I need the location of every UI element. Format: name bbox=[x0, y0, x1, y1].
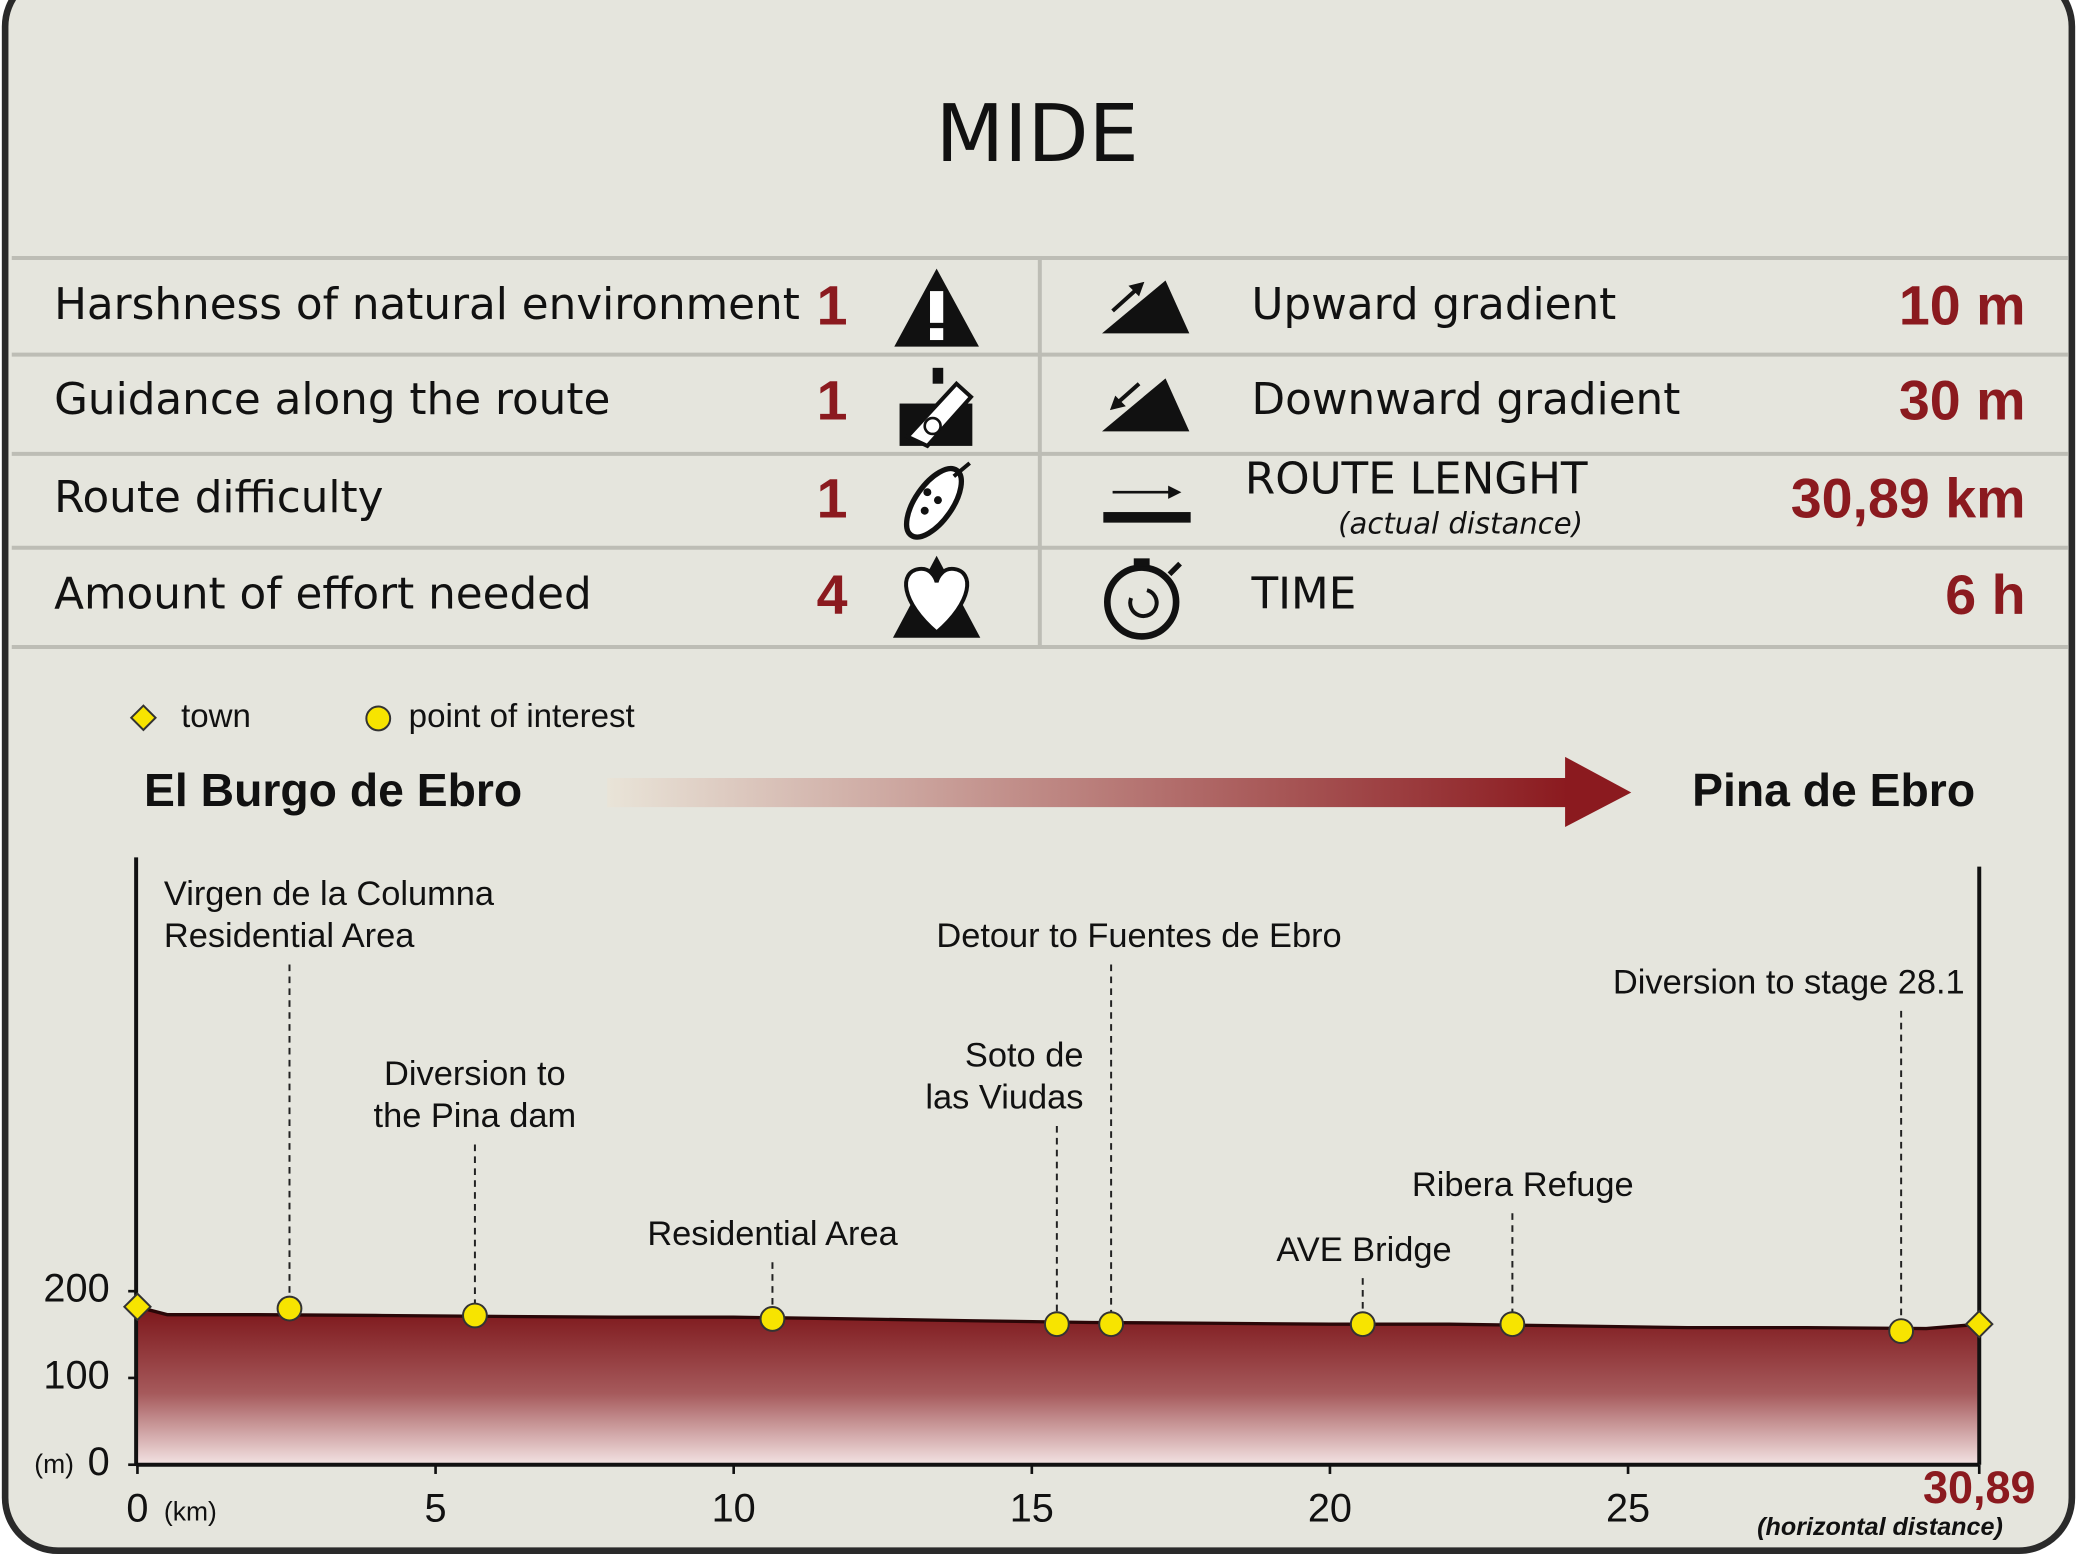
poi-marker bbox=[462, 1302, 488, 1329]
direction-arrow bbox=[607, 756, 1632, 827]
x-tick-label: 30,89 bbox=[1923, 1462, 2036, 1513]
mide-label: Amount of effort needed bbox=[54, 569, 592, 620]
y-tick-label: 200 bbox=[43, 1267, 109, 1311]
mide-value: 1 bbox=[817, 370, 848, 432]
poi-label: Residential Area bbox=[164, 917, 415, 955]
x-tick-label: 15 bbox=[1010, 1486, 1054, 1530]
poi-label: Soto de bbox=[965, 1036, 1084, 1074]
poi-marker bbox=[1888, 1318, 1915, 1344]
mide-value: 30 m bbox=[1899, 370, 2026, 432]
start-name: El Burgo de Ebro bbox=[144, 764, 522, 816]
legend-poi-label: point of interest bbox=[409, 698, 635, 735]
legend-town-marker bbox=[129, 704, 157, 732]
poi-label: Ribera Refuge bbox=[1412, 1166, 1634, 1204]
x-tick-label: 10 bbox=[712, 1486, 756, 1530]
y-tick-label: 100 bbox=[43, 1353, 109, 1397]
title: MIDE bbox=[936, 87, 1139, 180]
icon-time bbox=[1103, 558, 1182, 640]
icon-length bbox=[1103, 485, 1191, 523]
mide-value: 6 h bbox=[1945, 564, 2025, 626]
mide-grid bbox=[11, 256, 2068, 649]
mide-value: 4 bbox=[817, 564, 848, 626]
y-unit: (m) bbox=[34, 1449, 74, 1479]
icon-difficulty bbox=[903, 461, 971, 540]
mide-label: Route difficulty bbox=[54, 472, 383, 523]
mide-table: Harshness of natural environment 1 Guidanc… bbox=[54, 274, 2025, 626]
mide-value: 1 bbox=[817, 274, 848, 336]
profile-area bbox=[137, 1306, 1980, 1465]
profile-line bbox=[137, 1305, 1980, 1331]
poi-marker bbox=[276, 1295, 303, 1322]
x-tick-label: 5 bbox=[425, 1486, 447, 1530]
x-unit: (km) bbox=[164, 1497, 217, 1527]
icon-guidance bbox=[899, 367, 974, 449]
icon-downward bbox=[1102, 378, 1190, 432]
mide-note: (actual distance) bbox=[1338, 506, 1583, 540]
y-tick-label: 0 bbox=[88, 1440, 110, 1484]
poi-marker bbox=[759, 1306, 786, 1332]
poi-marker bbox=[1043, 1311, 1070, 1338]
mide-value: 10 m bbox=[1899, 274, 2026, 336]
mide-label: TIME bbox=[1251, 569, 1357, 620]
poi-label: Detour to Fuentes de Ebro bbox=[936, 917, 1341, 955]
poi-marker bbox=[1098, 1311, 1125, 1338]
poi-label: the Pina dam bbox=[374, 1097, 577, 1135]
town-marker bbox=[1964, 1309, 1994, 1339]
mide-value: 30,89 km bbox=[1791, 467, 2026, 529]
poi-label: Residential Area bbox=[647, 1215, 898, 1253]
poi-label: las Viudas bbox=[925, 1079, 1083, 1117]
x-tick-label: 0 bbox=[126, 1486, 148, 1530]
town-marker bbox=[122, 1292, 152, 1322]
x-tick-label: 20 bbox=[1308, 1486, 1352, 1530]
mide-label: Downward gradient bbox=[1252, 374, 1681, 425]
poi-label: Virgen de la Columna bbox=[164, 875, 495, 913]
mide-label: ROUTE LENGHT bbox=[1245, 454, 1588, 505]
profile-chart: town point of interest 0 100 200 (m) 0 5 10 15 20 2… bbox=[34, 698, 2035, 1541]
mide-label: Harshness of natural environment bbox=[54, 279, 800, 330]
x-note: (horizontal distance) bbox=[1757, 1513, 2003, 1541]
legend-town-label: town bbox=[181, 698, 251, 735]
poi-label: Diversion to bbox=[384, 1055, 566, 1093]
mide-value: 1 bbox=[817, 467, 848, 529]
poi-marker bbox=[1499, 1311, 1526, 1338]
legend-poi-marker bbox=[365, 705, 392, 732]
icon-upward bbox=[1102, 280, 1190, 334]
x-tick-label: 25 bbox=[1606, 1486, 1650, 1530]
mide-label: Guidance along the route bbox=[54, 374, 610, 425]
poi-label: Diversion to stage 28.1 bbox=[1613, 964, 1965, 1002]
mide-label: Upward gradient bbox=[1252, 279, 1617, 330]
poi-label: AVE Bridge bbox=[1276, 1231, 1451, 1269]
end-name: Pina de Ebro bbox=[1692, 764, 1975, 816]
poi-marker bbox=[1349, 1311, 1376, 1338]
icon-effort bbox=[892, 555, 981, 638]
icon-harshness bbox=[894, 268, 979, 347]
